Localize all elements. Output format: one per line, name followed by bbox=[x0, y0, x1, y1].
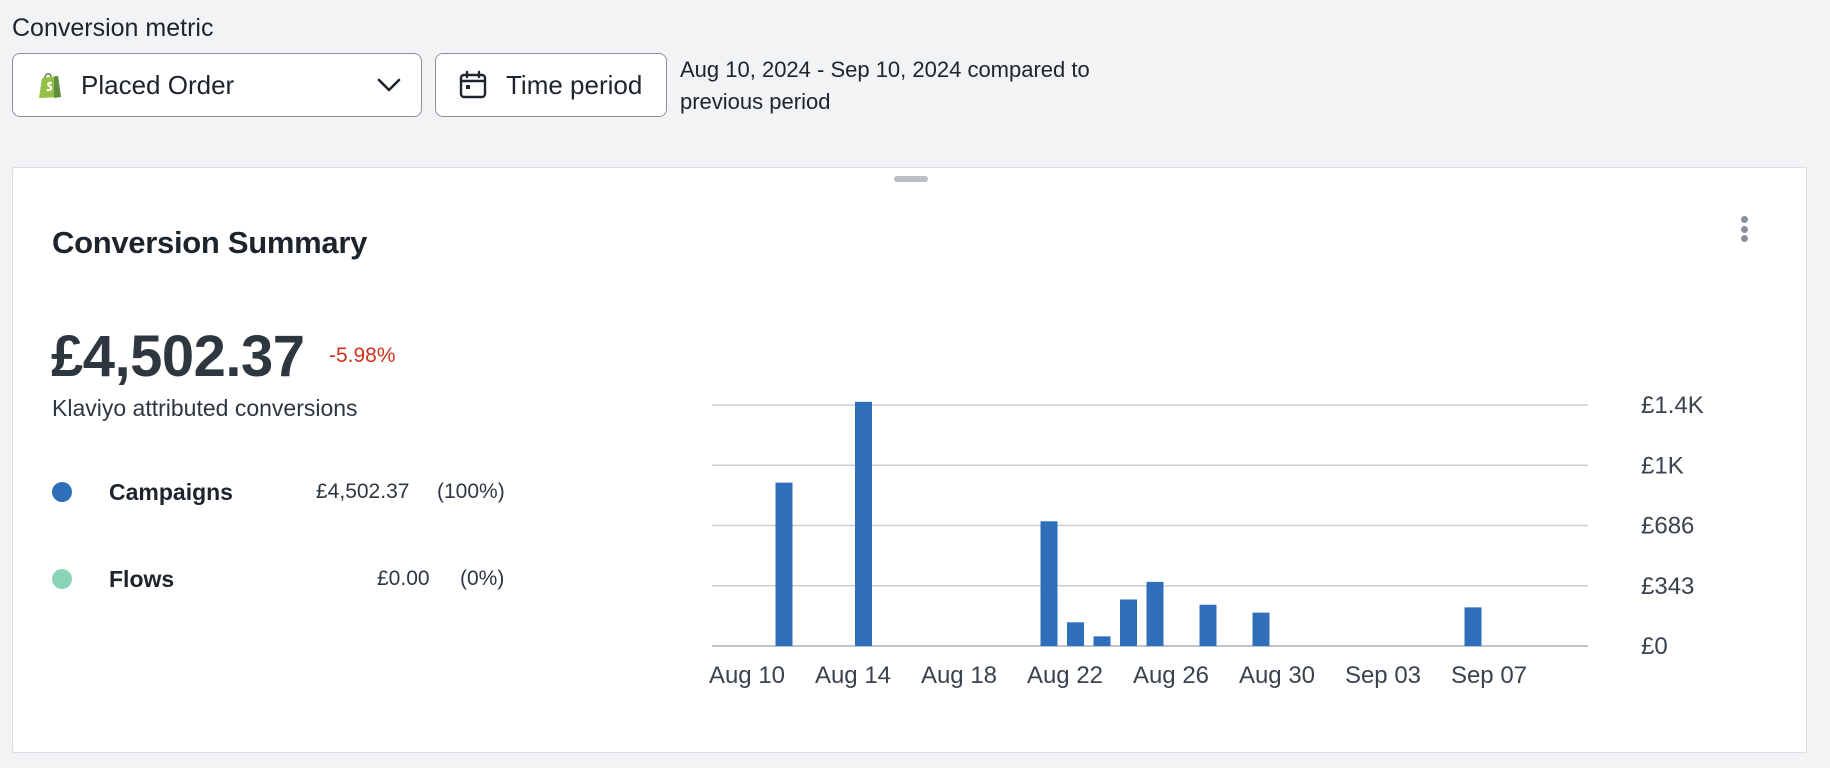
legend-value: £0.00 bbox=[377, 567, 430, 590]
attributed-conversions-label: Klaviyo attributed conversions bbox=[52, 395, 358, 421]
x-tick-label: Aug 26 bbox=[1133, 662, 1209, 689]
time-period-button[interactable]: Time period bbox=[435, 53, 667, 117]
total-conversion-value: £4,502.37 bbox=[51, 324, 305, 389]
card-title: Conversion Summary bbox=[52, 225, 368, 260]
chevron-down-icon bbox=[375, 71, 403, 99]
legend-item-campaigns: Campaigns £4,502.37 (100%) bbox=[52, 479, 512, 509]
conversion-metric-select[interactable]: Placed Order bbox=[12, 53, 422, 117]
bar-aug-26[interactable] bbox=[1146, 581, 1164, 646]
bar-aug-22[interactable] bbox=[1040, 521, 1058, 646]
x-tick-label: Aug 14 bbox=[815, 662, 891, 689]
legend-item-flows: Flows £0.00 (0%) bbox=[52, 566, 512, 596]
x-tick-label: Aug 22 bbox=[1027, 662, 1103, 689]
flows-dot-icon bbox=[52, 569, 72, 589]
bar-aug-25[interactable] bbox=[1120, 599, 1137, 646]
bar-aug-15[interactable] bbox=[855, 401, 872, 646]
change-percentage: -5.98% bbox=[329, 344, 396, 367]
y-tick-label: £686 bbox=[1641, 513, 1694, 540]
x-tick-label: Aug 18 bbox=[921, 662, 997, 689]
drag-handle[interactable] bbox=[894, 176, 928, 182]
legend-name: Flows bbox=[109, 566, 175, 592]
y-tick-label: £1K bbox=[1641, 452, 1684, 479]
date-range-compare: previous period bbox=[680, 89, 831, 114]
conversion-summary-card: Conversion Summary £4,502.37 -5.98% Klav… bbox=[12, 167, 1807, 753]
x-tick-label: Sep 03 bbox=[1345, 662, 1421, 689]
legend-percent: (100%) bbox=[437, 480, 505, 503]
bar-aug-12[interactable] bbox=[775, 482, 793, 646]
y-tick-label: £343 bbox=[1641, 573, 1694, 600]
date-range-text: Aug 10, 2024 - Sep 10, 2024 compared to … bbox=[680, 54, 1160, 118]
bar-aug-30[interactable] bbox=[1252, 612, 1270, 646]
bar-aug-24[interactable] bbox=[1093, 636, 1111, 646]
legend-name: Campaigns bbox=[109, 479, 233, 505]
conversion-metric-value: Placed Order bbox=[81, 69, 235, 100]
shopify-bag-icon bbox=[35, 70, 65, 100]
legend-value: £4,502.37 bbox=[316, 480, 410, 503]
y-tick-label: £0 bbox=[1641, 633, 1668, 660]
legend-percent: (0%) bbox=[460, 567, 505, 590]
bar-sep-07[interactable] bbox=[1464, 607, 1482, 646]
x-tick-label: Aug 10 bbox=[709, 662, 785, 689]
x-tick-label: Aug 30 bbox=[1239, 662, 1315, 689]
conversion-metric-label: Conversion metric bbox=[12, 14, 214, 42]
bar-aug-28[interactable] bbox=[1199, 604, 1217, 646]
calendar-icon bbox=[458, 70, 488, 100]
x-tick-label: Sep 07 bbox=[1451, 662, 1527, 689]
more-options-icon[interactable] bbox=[1736, 213, 1752, 245]
time-period-label: Time period bbox=[506, 69, 643, 100]
y-tick-label: £1.4K bbox=[1641, 392, 1704, 419]
conversion-bar-chart: £0 £343 £686 £1K £1.4K Aug 10 Aug 14 Aug 18 Aug … bbox=[709, 392, 1704, 689]
date-range-line: Aug 10, 2024 - Sep 10, 2024 compared to bbox=[680, 57, 1090, 82]
campaigns-dot-icon bbox=[52, 482, 72, 502]
bar-aug-23[interactable] bbox=[1067, 622, 1084, 646]
